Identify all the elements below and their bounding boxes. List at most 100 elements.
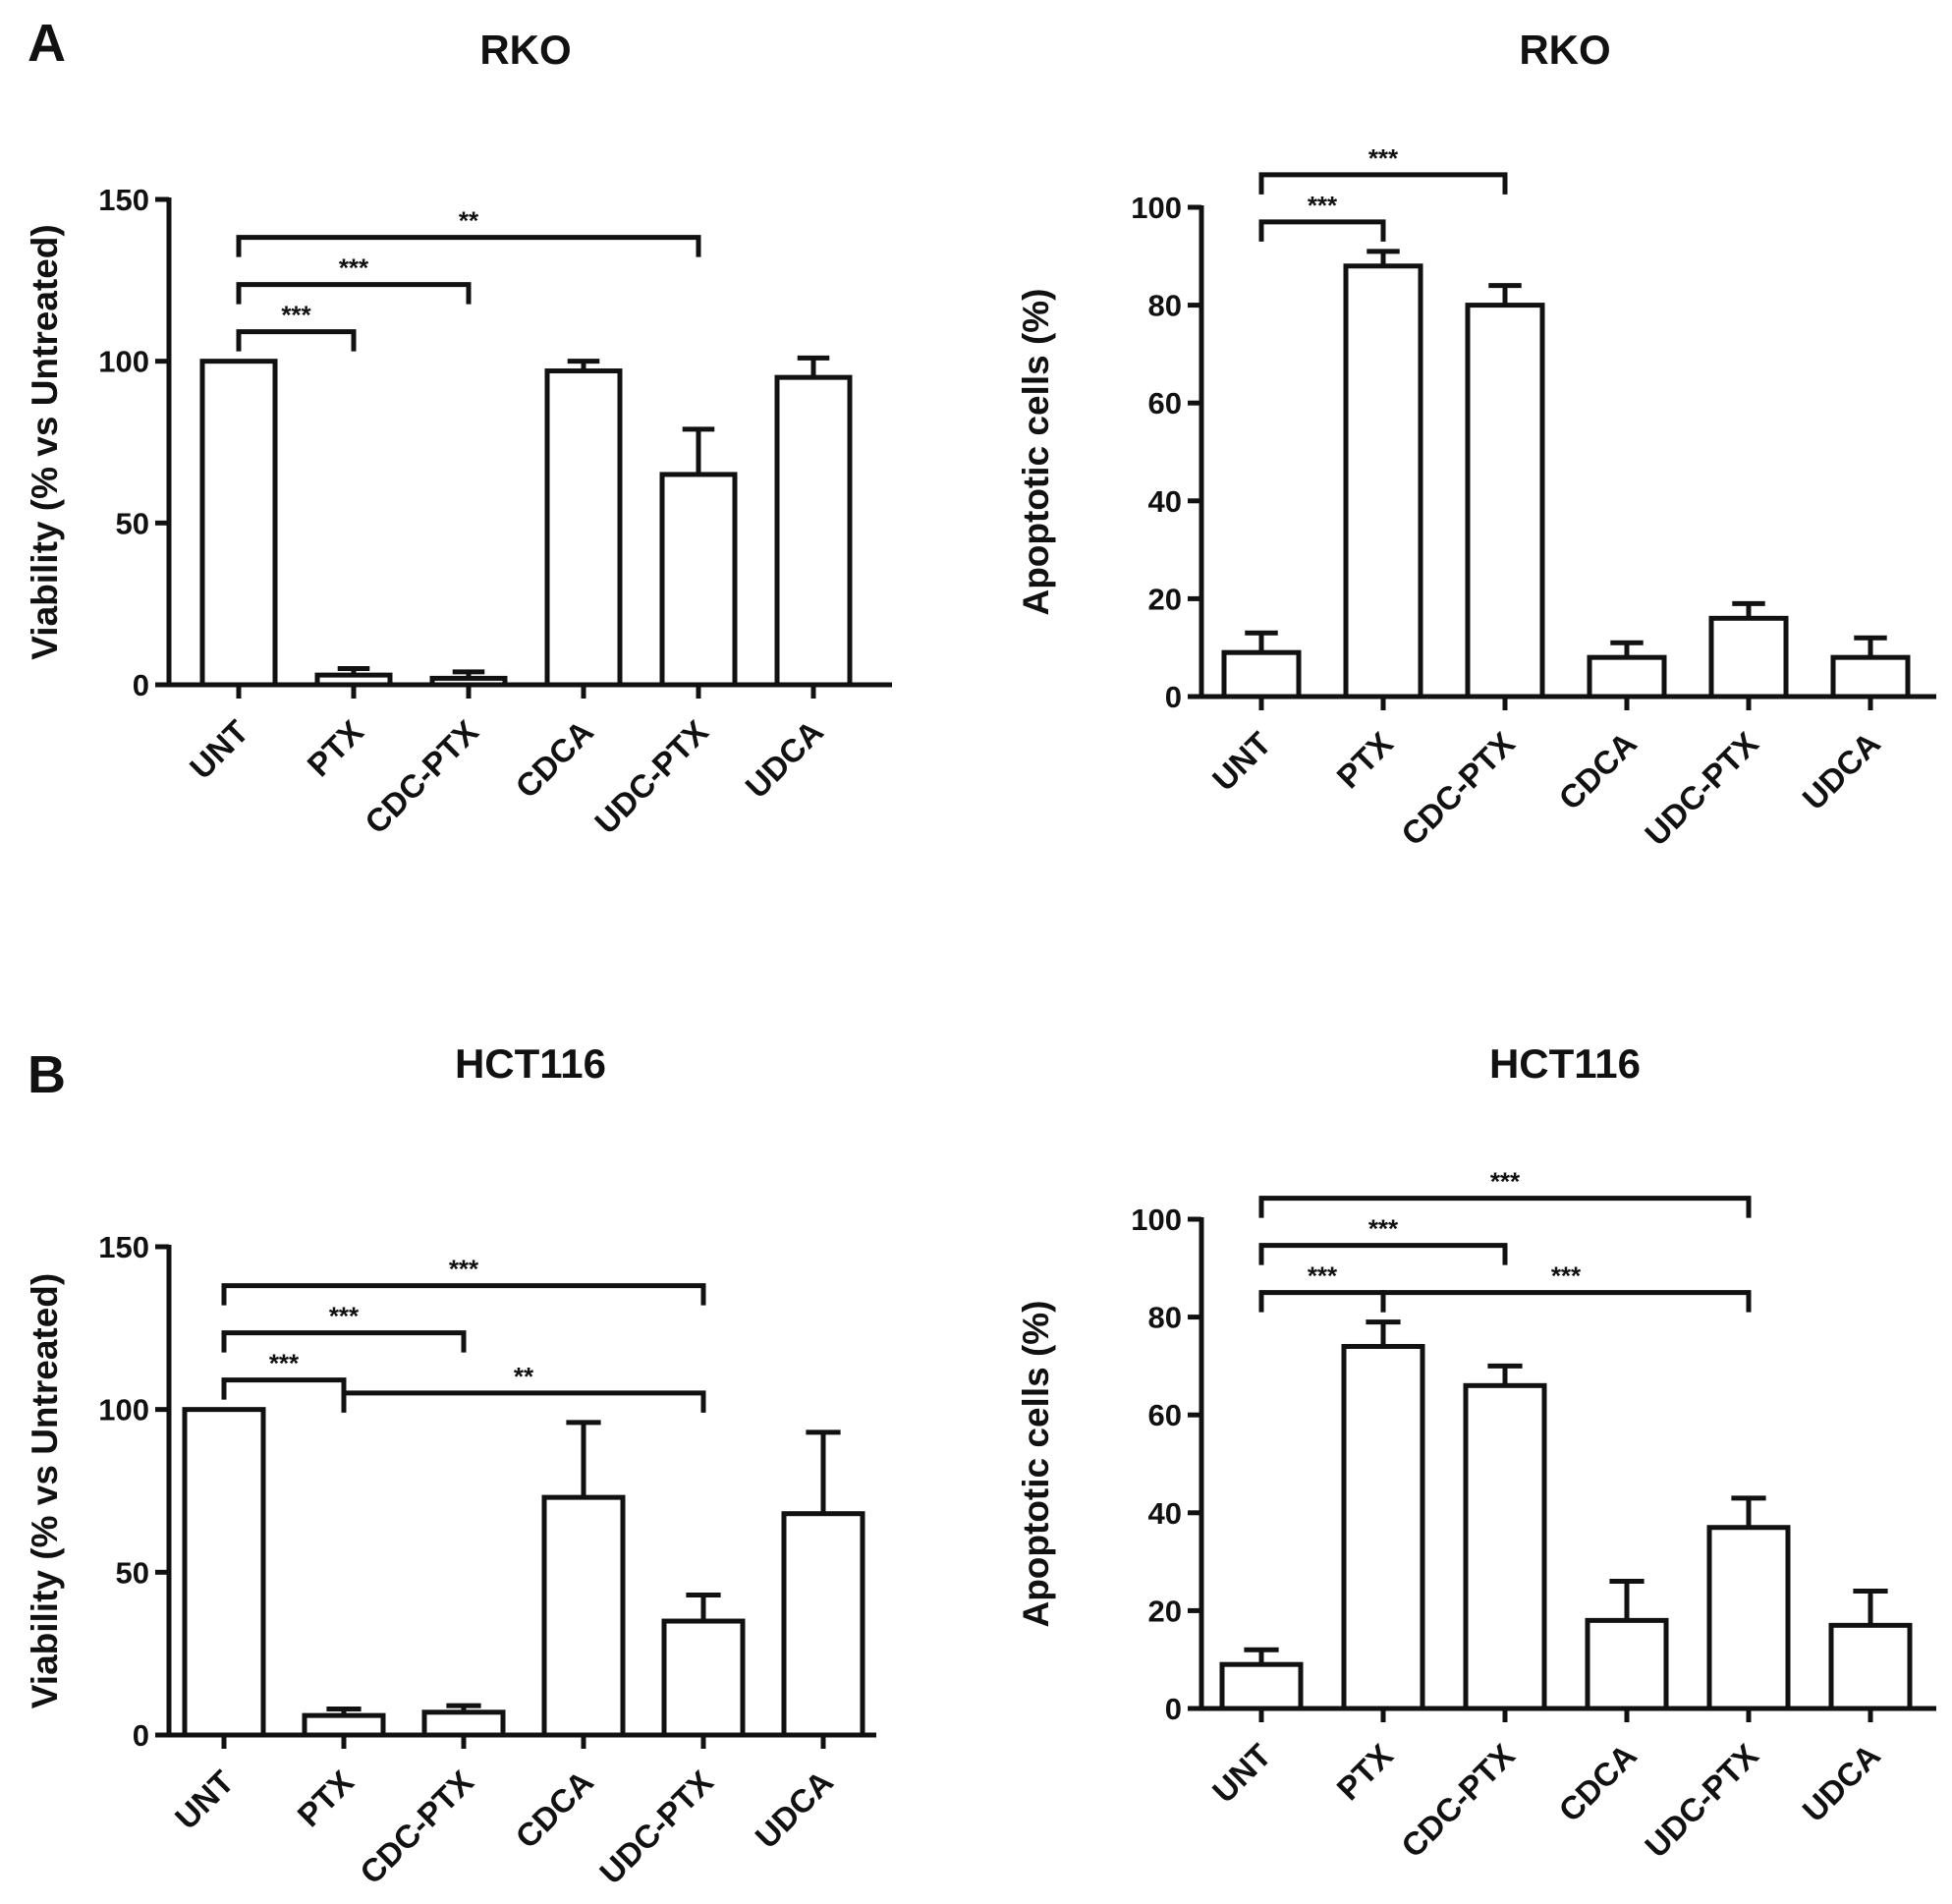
bar-cdc-ptx [429,675,508,688]
significance-label: *** [1490,1167,1521,1197]
x-tick-label-ptx: PTX [300,713,370,784]
chart-3: HCT116 Viability (% vs Untreated) 0 50 100 15… [25,1040,876,1891]
significance-bracket [1258,172,1508,195]
y-axis-label: Viability (% vs Untreated) [25,224,65,659]
bar-ptx [1343,263,1423,700]
x-tick-label-udca: UDCA [1795,1737,1887,1829]
y-tick-label: 40 [1148,484,1182,519]
bar-udca [1830,654,1911,700]
bar-udc-ptx [1708,615,1789,700]
bar-udca [774,374,853,688]
chart-1: RKO Viability (% vs Untreated) 0 50 100 150 UN… [25,27,892,841]
x-tick-label-udca: UDCA [748,1764,840,1856]
y-tick-label: 40 [1148,1496,1182,1531]
chart-title: HCT116 [1489,1040,1641,1087]
significance-label: *** [281,301,311,330]
y-axis-label: Apoptotic cells (%) [1016,1300,1056,1627]
y-tick-label: 80 [1148,289,1182,323]
chart-4: HCT116 Apoptotic cells (%) 0 20 40 60 80 100 UNT… [1016,1040,1936,1865]
x-tick-label-cdc-ptx: CDC-PTX [1394,1737,1522,1865]
x-tick-label-cdca: CDCA [1551,1737,1644,1829]
x-tick-label-unt: UNT [1205,1737,1278,1810]
panel-letter-a: A [28,14,66,73]
y-tick-label: 60 [1148,1398,1182,1432]
significance-label: *** [449,1255,479,1284]
bar-cdc-ptx [1463,1382,1547,1711]
chart-title: HCT116 [455,1040,606,1087]
bar-ptx [1341,1343,1425,1711]
bar-cdc-ptx [1465,303,1545,700]
y-tick-label: 0 [1165,680,1182,714]
significance-bracket [221,1377,347,1400]
significance-label: *** [329,1302,360,1331]
x-tick-label-unt: UNT [1205,725,1278,798]
chart-title: RKO [479,27,571,73]
bar-udca [781,1511,865,1738]
x-tick-label-ptx: PTX [1329,1737,1400,1808]
bar-unt [1221,649,1302,700]
significance-bracket [236,235,701,257]
significance-label: *** [1368,143,1399,173]
chart-2: RKO Apoptotic cells (%) 0 20 40 60 80 100 UNT PTX… [1016,27,1936,853]
bar-udc-ptx [661,1618,746,1738]
significance-bracket [1258,219,1386,242]
significance-bracket [1258,1243,1508,1265]
x-tick-label-udca: UDCA [1795,725,1887,817]
bar-udc-ptx [659,472,738,688]
x-tick-label-ptx: PTX [290,1764,361,1834]
significance-label: ** [459,206,479,236]
y-tick-label: 0 [1165,1692,1182,1726]
bar-unt [1219,1661,1304,1711]
y-tick-label: 20 [1148,1594,1182,1628]
bar-cdc-ptx [421,1709,506,1738]
bar-ptx [314,672,393,688]
bar-udca [1828,1622,1913,1711]
bar-cdca [1585,1617,1669,1711]
significance-bracket [1380,1290,1752,1313]
significance-label: *** [1308,1261,1338,1291]
bar-cdca [544,368,623,688]
significance-bracket [1258,1196,1752,1218]
panel-letter-b: B [28,1045,66,1104]
bar-unt [182,1407,266,1738]
bar-unt [199,359,278,688]
y-tick-label: 150 [98,1230,149,1264]
y-tick-label: 0 [133,1718,149,1753]
significance-bracket [236,329,357,352]
y-tick-label: 50 [116,1555,149,1590]
y-tick-label: 20 [1148,582,1182,616]
y-tick-label: 100 [1131,1203,1182,1237]
x-tick-label-udc-ptx: UDC-PTX [1638,1737,1765,1865]
y-tick-label: 100 [98,345,149,379]
x-tick-label-cdca: CDCA [508,1764,600,1856]
significance-bracket [221,1330,467,1353]
x-tick-label-udc-ptx: UDC-PTX [587,713,715,841]
y-tick-label: 60 [1148,386,1182,420]
y-axis-label: Apoptotic cells (%) [1016,288,1056,615]
x-tick-label-unt: UNT [183,713,255,786]
bar-cdca [1587,654,1667,700]
x-tick-label-udc-ptx: UDC-PTX [592,1764,720,1891]
significance-bracket [1258,1290,1386,1313]
y-tick-label: 100 [98,1393,149,1428]
significance-label: *** [1368,1214,1399,1244]
y-tick-label: 100 [1131,191,1182,225]
significance-bracket [236,282,472,305]
significance-label: *** [1308,191,1338,220]
x-tick-label-udca: UDCA [738,713,830,806]
x-tick-label-udc-ptx: UDC-PTX [1638,725,1765,853]
x-tick-label-cdca: CDCA [508,713,600,806]
y-tick-label: 150 [98,183,149,217]
x-tick-label-cdc-ptx: CDC-PTX [353,1764,480,1891]
x-tick-label-cdc-ptx: CDC-PTX [1394,725,1522,853]
chart-title: RKO [1519,27,1610,73]
x-tick-label-cdc-ptx: CDC-PTX [358,713,485,841]
y-tick-label: 80 [1148,1301,1182,1335]
significance-label: *** [269,1349,300,1378]
bar-cdca [541,1494,626,1738]
y-tick-label: 0 [133,668,149,702]
significance-label: *** [339,253,369,283]
x-tick-label-ptx: PTX [1329,725,1400,796]
y-axis-label: Viability (% vs Untreated) [25,1273,65,1708]
